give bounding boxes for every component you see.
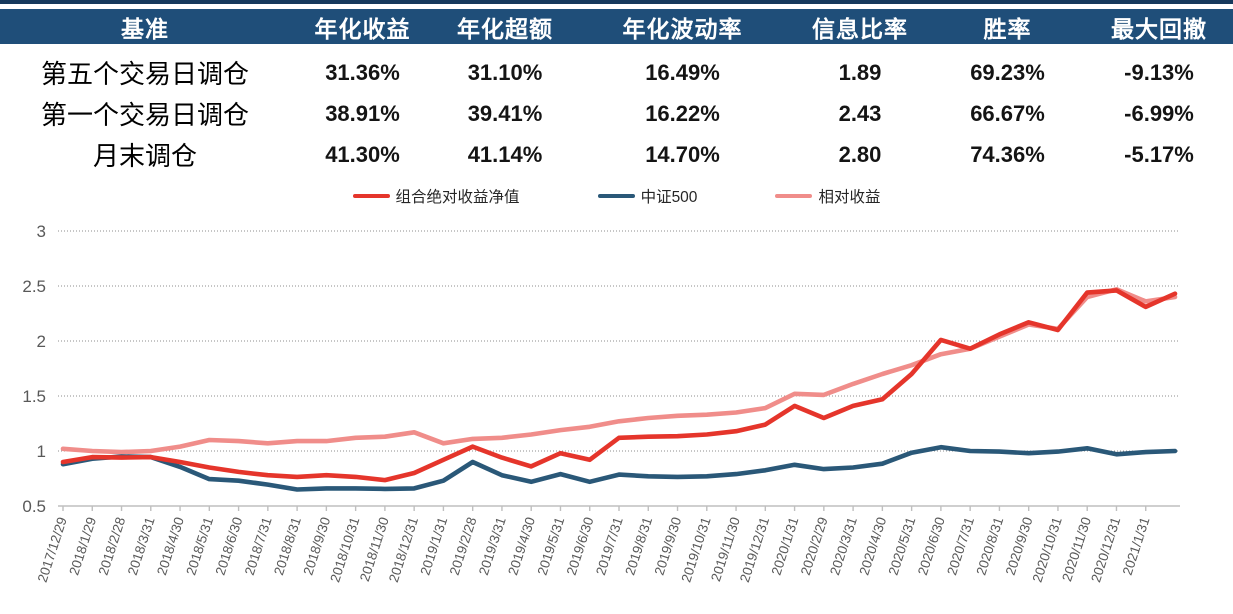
- table-row: 月末调仓 41.30% 41.14% 14.70% 2.80 74.36% -5…: [0, 134, 1233, 175]
- header-cell-info-ratio: 信息比率: [812, 15, 908, 42]
- x-tick-label: 2018/1/29: [66, 515, 99, 577]
- row-label: 第五个交易日调仓: [40, 60, 249, 89]
- x-tick-label: 2020/9/30: [1003, 515, 1036, 577]
- row-value: -6.99%: [1124, 100, 1194, 126]
- table-row: 第五个交易日调仓 31.36% 31.10% 16.49% 1.89 69.23…: [0, 52, 1233, 93]
- row-value: 74.36%: [970, 141, 1045, 167]
- chart-legend: 组合绝对收益净值 中证500 相对收益: [0, 183, 1233, 209]
- row-value: 69.23%: [970, 59, 1045, 85]
- row-value: 2.80: [838, 141, 882, 167]
- x-tick-label: 2021/1/31: [1120, 515, 1153, 577]
- x-tick-label: 2019/8/31: [622, 515, 655, 577]
- legend-swatch: [597, 193, 635, 199]
- stats-table-header-row: 基准 年化收益 年化超额 年化波动率 信息比率 胜率 最大回撤: [0, 9, 1233, 44]
- row-value: 16.22%: [645, 100, 720, 126]
- x-tick-label: 2018/7/31: [242, 515, 275, 577]
- legend-label: 组合绝对收益净值: [395, 189, 520, 206]
- row-value: 66.67%: [970, 100, 1045, 126]
- row-value: 31.36%: [325, 59, 400, 85]
- x-tick-label: 2020/12/31: [1088, 515, 1123, 584]
- y-tick-label: 1.5: [22, 387, 46, 406]
- x-tick-label: 2020/1/31: [769, 515, 802, 577]
- x-tick-label: 2019/10/31: [679, 515, 714, 584]
- x-tick-label: 2019/2/28: [447, 515, 480, 577]
- row-value: 1.89: [838, 59, 882, 85]
- x-tick-label: 2018/9/30: [300, 515, 333, 577]
- x-tick-label: 2020/8/31: [973, 515, 1006, 577]
- x-tick-label: 2018/11/30: [357, 515, 392, 583]
- x-tick-label: 2019/4/30: [505, 515, 538, 577]
- chart-svg: 0.5 1 1.5 2 2.5 3 2017/12/292018/1/292018/2/28…: [22, 222, 1180, 584]
- x-tick-label: 2020/2/29: [798, 515, 831, 577]
- legend-item-csi500: 中证500: [597, 185, 698, 207]
- y-tick-label: 2.5: [22, 277, 46, 296]
- legend-label: 中证500: [640, 189, 698, 206]
- table-top-border: [0, 0, 1233, 4]
- series-line: [60, 288, 1178, 483]
- row-value: 41.14%: [467, 141, 543, 167]
- x-tick-label: 2019/3/31: [476, 515, 509, 577]
- x-tick-label: 2020/3/31: [827, 515, 860, 577]
- x-tick-label: 2018/5/31: [183, 515, 216, 577]
- series-line: [60, 444, 1178, 492]
- row-value: 16.49%: [645, 59, 720, 85]
- header-cell-win-rate: 胜率: [983, 15, 1032, 42]
- row-value: 39.41%: [467, 100, 543, 126]
- series-line: [60, 287, 1178, 455]
- header-cell-benchmark: 基准: [121, 15, 169, 42]
- row-label: 第一个交易日调仓: [40, 101, 249, 130]
- x-tick-label: 2018/4/30: [154, 515, 187, 577]
- x-tick-label: 2018/8/31: [271, 515, 304, 577]
- x-tick-label: 2018/6/30: [213, 515, 246, 577]
- y-tick-label: 0.5: [22, 497, 46, 516]
- row-value: 14.70%: [645, 141, 720, 167]
- header-cell-max-drawdown: 最大回撤: [1111, 15, 1207, 42]
- row-value: -5.17%: [1124, 141, 1194, 167]
- y-tick-label: 3: [37, 222, 46, 241]
- x-tick-label: 2019/1/31: [417, 515, 450, 577]
- x-tick-label: 2018/10/31: [327, 515, 362, 584]
- header-cell-ann-return: 年化收益: [314, 15, 411, 42]
- legend-item-relative: 相对收益: [775, 185, 880, 207]
- row-value: 38.91%: [325, 100, 400, 126]
- x-tick-label: 2020/5/31: [886, 515, 919, 577]
- x-tick-label: 2020/10/31: [1030, 515, 1065, 584]
- x-tick-label: 2019/9/30: [652, 515, 685, 577]
- x-tick-label: 2020/11/30: [1059, 515, 1094, 583]
- returns-line-chart: 0.5 1 1.5 2 2.5 3 2017/12/29 2018/1/29 2018/2/28…: [0, 212, 1233, 609]
- x-tick-label: 2019/5/31: [535, 515, 568, 577]
- x-tick-label: 2018/12/31: [386, 515, 421, 584]
- x-tick-label: 2020/7/31: [944, 515, 977, 577]
- header-cell-ann-excess: 年化超额: [457, 15, 553, 42]
- legend-item-portfolio: 组合绝对收益净值: [352, 185, 520, 207]
- row-label: 月末调仓: [92, 142, 197, 171]
- x-tick-label: 2019/6/30: [564, 515, 597, 577]
- x-tick-label: 2017/12/29: [35, 515, 70, 584]
- stats-table-body: 第五个交易日调仓 31.36% 31.10% 16.49% 1.89 69.23…: [0, 52, 1233, 175]
- x-tick-label: 2018/3/31: [125, 515, 158, 577]
- x-tick-label: 2019/12/31: [737, 515, 772, 584]
- table-row: 第一个交易日调仓 38.91% 39.41% 16.22% 2.43 66.67…: [0, 93, 1233, 134]
- row-value: 41.30%: [325, 141, 400, 167]
- header-cell-ann-vol: 年化波动率: [622, 15, 743, 42]
- x-tick-label: 2019/7/31: [593, 515, 626, 577]
- y-tick-label: 1: [37, 442, 46, 461]
- y-tick-label: 2: [37, 332, 46, 351]
- row-value: 31.10%: [467, 59, 543, 85]
- x-tick-label: 2020/6/30: [915, 515, 948, 577]
- legend-label: 相对收益: [818, 189, 881, 206]
- legend-swatch: [775, 193, 813, 199]
- x-tick-label: 2020/4/30: [856, 515, 889, 577]
- legend-swatch: [352, 193, 390, 199]
- row-value: -9.13%: [1124, 59, 1194, 85]
- x-tick-label: 2018/2/28: [96, 515, 129, 577]
- row-value: 2.43: [838, 100, 882, 126]
- x-tick-label: 2019/11/30: [708, 515, 743, 583]
